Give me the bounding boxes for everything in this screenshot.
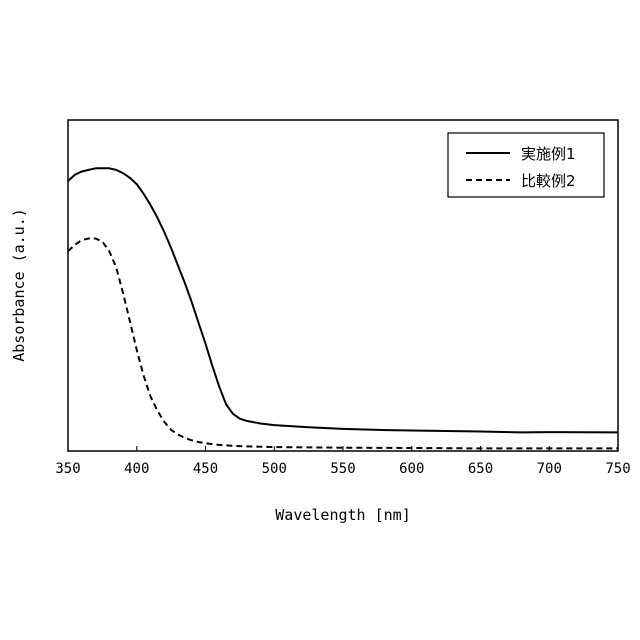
legend-label-series-2: 比較例2 (521, 172, 576, 190)
x-tick-label: 750 (605, 461, 630, 477)
x-tick-label: 600 (399, 461, 424, 477)
x-tick-label: 700 (537, 461, 562, 477)
x-tick-label: 350 (55, 461, 80, 477)
x-axis-title: Wavelength [nm] (275, 506, 410, 524)
y-axis-title: Absorbance (a.u.) (10, 208, 28, 362)
legend: 実施例1 比較例2 (448, 133, 604, 197)
series-line-1 (68, 168, 618, 432)
series-layer (68, 168, 618, 448)
x-tick-label: 400 (124, 461, 149, 477)
x-tick-label: 650 (468, 461, 493, 477)
x-tick-label: 550 (330, 461, 355, 477)
legend-label-series-1: 実施例1 (521, 145, 576, 163)
x-tick-label: 500 (262, 461, 287, 477)
series-line-2 (68, 239, 618, 449)
x-tick-label: 450 (193, 461, 218, 477)
